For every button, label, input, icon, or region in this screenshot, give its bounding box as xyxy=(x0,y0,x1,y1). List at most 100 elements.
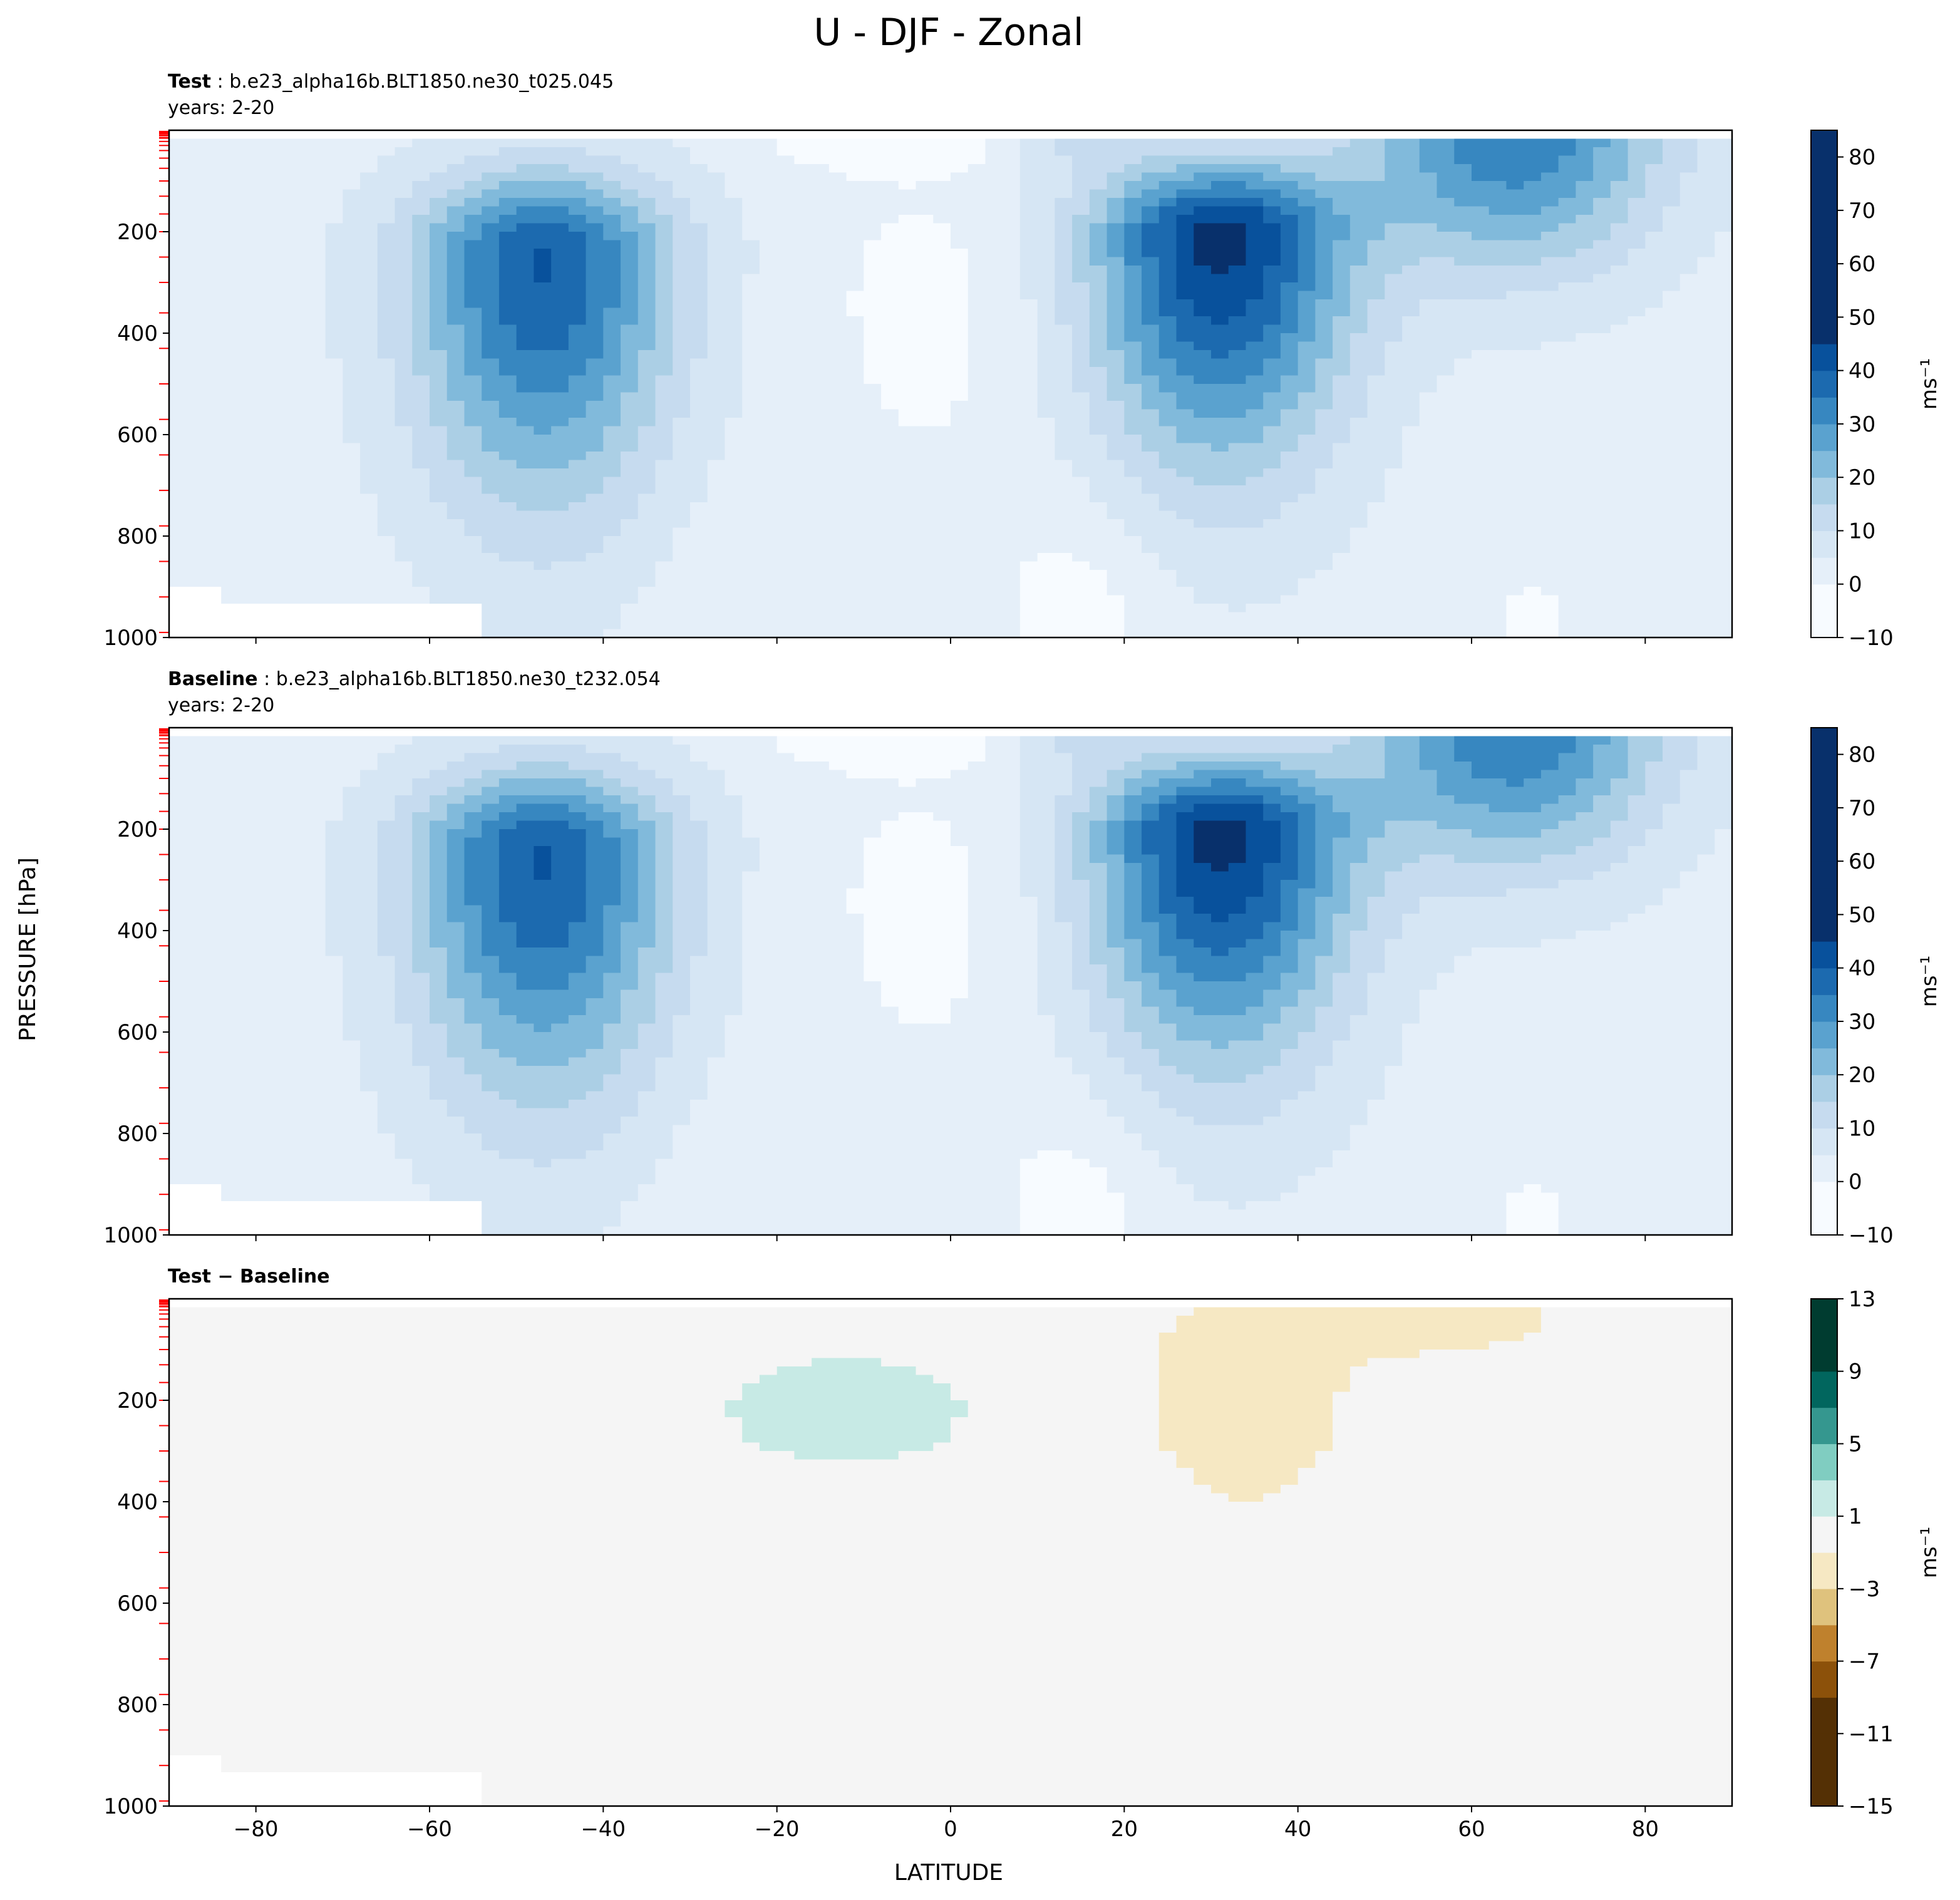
contour-cell xyxy=(1263,282,1281,292)
contour-cell xyxy=(1576,846,1629,855)
contour-cell xyxy=(412,426,448,435)
contour-cell xyxy=(568,375,604,385)
contour-cell xyxy=(1436,778,1507,788)
contour-cell xyxy=(1297,1175,1732,1185)
contour-cell xyxy=(169,1645,1732,1655)
contour-cell xyxy=(881,232,951,241)
contour-cell xyxy=(742,947,864,957)
contour-cell xyxy=(343,973,396,982)
contour-cell xyxy=(1158,1100,1281,1109)
contour-cell xyxy=(1367,401,1420,410)
contour-cell xyxy=(1576,745,1594,754)
contour-cell xyxy=(1194,341,1247,351)
contour-cell xyxy=(1540,587,1732,596)
contour-cell xyxy=(1194,1468,1299,1477)
contour-cell xyxy=(343,189,413,199)
contour-cell xyxy=(482,223,517,232)
contour-cell xyxy=(621,897,639,906)
contour-cell xyxy=(1019,762,1073,771)
contour-cell xyxy=(603,485,656,495)
contour-cell xyxy=(446,1023,482,1033)
contour-cell xyxy=(1142,846,1177,855)
contour-cell xyxy=(1315,973,1333,982)
contour-cell xyxy=(707,223,743,232)
contour-cell xyxy=(169,1747,1732,1756)
contour-cell xyxy=(846,897,969,906)
contour-cell xyxy=(1593,837,1646,847)
contour-cell xyxy=(169,837,326,847)
contour-cell xyxy=(1124,333,1160,343)
contour-cell xyxy=(637,905,656,914)
contour-cell xyxy=(1263,206,1281,215)
contour-cell xyxy=(377,249,413,258)
contour-cell xyxy=(585,905,604,914)
contour-cell xyxy=(482,477,604,486)
contour-cell xyxy=(1037,914,1055,923)
contour-cell xyxy=(1280,223,1299,232)
contour-cell xyxy=(585,778,621,788)
contour-cell xyxy=(1540,829,1611,839)
contour-cell xyxy=(1297,274,1316,283)
contour-cell xyxy=(534,863,552,872)
contour-cell xyxy=(1055,206,1090,215)
contour-cell xyxy=(603,770,656,779)
contour-cell xyxy=(1089,989,1108,999)
contour-cell xyxy=(742,820,882,830)
contour-cell xyxy=(1263,888,1281,897)
contour-cell xyxy=(725,778,899,788)
contour-cell xyxy=(1297,998,1333,1008)
contour-cell xyxy=(1142,172,1194,182)
contour-cell xyxy=(395,981,430,991)
contour-cell xyxy=(169,1789,482,1799)
contour-cell xyxy=(585,316,604,326)
contour-cell xyxy=(1037,947,1073,957)
contour-cell xyxy=(603,905,639,914)
contour-cell xyxy=(1176,787,1281,796)
contour-cell xyxy=(585,880,621,889)
contour-cell xyxy=(1540,1307,1732,1316)
contour-cell xyxy=(1072,367,1108,376)
contour-cell xyxy=(1558,1209,1732,1219)
contour-cell xyxy=(169,418,343,427)
contour-cell xyxy=(1158,1425,1333,1435)
contour-cell xyxy=(412,435,448,444)
contour-cell xyxy=(603,443,639,452)
contour-cell xyxy=(1089,897,1108,906)
contour-cell xyxy=(1540,1324,1732,1333)
contour-cell xyxy=(707,324,743,334)
contour-cell xyxy=(967,307,1038,317)
contour-cell xyxy=(1385,291,1507,300)
contour-cell xyxy=(395,1133,482,1143)
contour-cell xyxy=(1333,392,1368,401)
contour-cell xyxy=(621,604,1021,613)
contour-cell xyxy=(482,1209,621,1219)
contour-cell xyxy=(1333,324,1368,334)
contour-cell xyxy=(1419,736,1455,745)
contour-cell xyxy=(707,914,743,923)
contour-cell xyxy=(169,905,326,914)
contour-cell xyxy=(430,880,448,889)
contour-cell xyxy=(446,837,465,847)
contour-cell xyxy=(1176,324,1264,334)
contour-cell xyxy=(1333,1408,1732,1418)
contour-cell xyxy=(1645,172,1681,182)
contour-cell xyxy=(1349,527,1732,537)
contour-cell xyxy=(967,947,1038,957)
contour-cell xyxy=(377,837,413,847)
contour-cell xyxy=(1472,829,1542,839)
contour-cell xyxy=(1037,375,1073,385)
contour-cell xyxy=(707,846,760,855)
contour-cell xyxy=(1037,989,1090,999)
contour-cell xyxy=(1037,998,1090,1008)
contour-cell xyxy=(169,401,343,410)
contour-cell xyxy=(1019,795,1055,805)
contour-cell xyxy=(482,947,604,957)
contour-cell xyxy=(1506,1201,1559,1211)
contour-cell xyxy=(621,871,639,880)
contour-cell xyxy=(1158,1434,1333,1443)
contour-cell xyxy=(1315,803,1333,813)
contour-cell xyxy=(1072,155,1142,165)
contour-cell xyxy=(621,392,656,401)
contour-cell xyxy=(1333,931,1351,940)
contour-cell xyxy=(951,829,1021,839)
